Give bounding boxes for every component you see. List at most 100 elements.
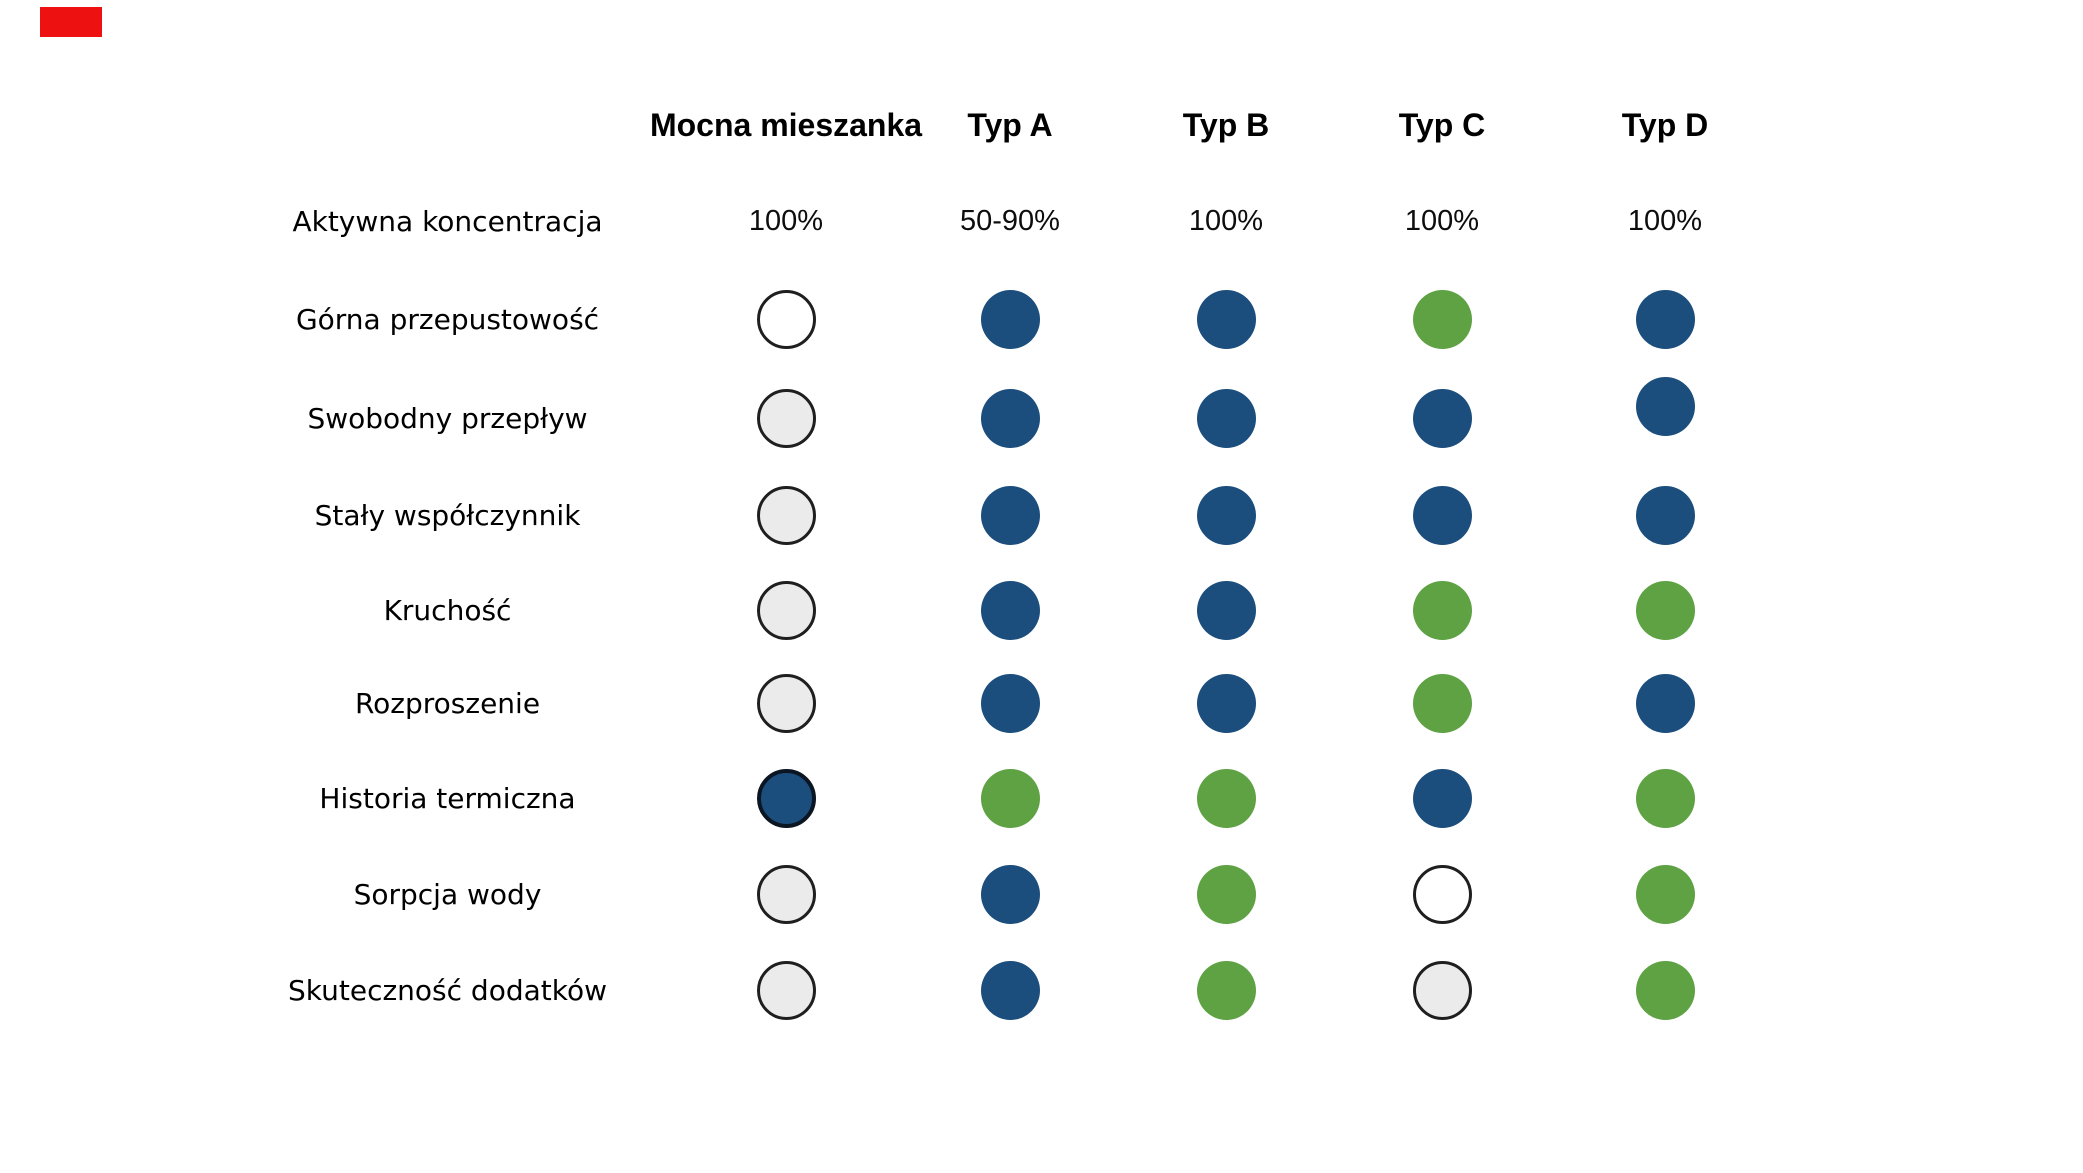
rating-dot-gray [756, 960, 816, 1020]
rating-dot-navy [1412, 486, 1472, 545]
dot-cell [1118, 750, 1334, 846]
value-cell: 100% [1550, 173, 1780, 270]
rating-dot-gray [756, 389, 816, 448]
column-header-label: Typ B [1182, 106, 1270, 143]
rating-dot-white [756, 290, 816, 349]
dot-cell [1334, 942, 1550, 1038]
rating-dot-navy [1635, 377, 1695, 436]
concentration-value: 100% [1404, 205, 1480, 237]
rating-dot-navy [1635, 486, 1695, 545]
dot-cell [670, 657, 902, 750]
concentration-value: 50-90% [960, 205, 1060, 237]
dot-cell [902, 750, 1118, 846]
dot-cell [902, 846, 1118, 942]
dot-cell [902, 942, 1118, 1038]
rating-dot-gray [756, 674, 816, 733]
rating-dot-navy [980, 580, 1040, 640]
dot-cell [902, 369, 1118, 468]
dot-cell [1118, 468, 1334, 563]
row-label-cell: Historia termiczna [225, 750, 670, 846]
dot-cell [902, 270, 1118, 369]
column-header: Mocna mieszanka [650, 77, 922, 173]
rating-dot-gray [1412, 960, 1472, 1020]
dot-cell [1118, 846, 1334, 942]
dot-cell [1334, 846, 1550, 942]
rating-dot-gray [756, 486, 816, 545]
column-header-label: Mocna mieszanka [649, 106, 923, 143]
dot-cell [1334, 563, 1550, 657]
dot-cell [1550, 563, 1780, 657]
row-label: Swobodny przepływ [307, 402, 588, 435]
dot-cell [670, 750, 902, 846]
rating-dot-navy [980, 960, 1040, 1020]
rating-dot-navy [980, 290, 1040, 349]
rating-dot-navy [1412, 768, 1472, 828]
concentration-value: 100% [1188, 205, 1264, 237]
row-label-cell: Swobodny przepływ [225, 369, 670, 468]
row-label-cell: Rozproszenie [225, 657, 670, 750]
row-label: Rozproszenie [354, 687, 541, 720]
matrix-grid: Mocna mieszanka Typ A Typ B Typ C Typ D Aktyw… [225, 77, 1780, 1038]
dot-cell [670, 846, 902, 942]
dot-cell [670, 942, 902, 1038]
rating-dot-green [1635, 768, 1695, 828]
dot-cell [670, 270, 902, 369]
dot-cell [1334, 750, 1550, 846]
rating-dot-white [1412, 864, 1472, 924]
dot-cell [1550, 369, 1780, 468]
rating-dot-green [1412, 290, 1472, 349]
rating-dot-navy [980, 389, 1040, 448]
rating-dot-navy [1196, 389, 1256, 448]
row-label: Kruchość [383, 593, 512, 627]
dot-cell [1118, 563, 1334, 657]
rating-dot-green [1196, 864, 1256, 924]
rating-dot-green [1412, 674, 1472, 733]
rating-dot-navy-outlined [756, 768, 816, 828]
row-label-cell: Górna przepustowość [225, 270, 670, 369]
red-rectangle-marker [40, 7, 102, 37]
row-label-cell: Sorpcja wody [225, 846, 670, 942]
dot-cell [670, 369, 902, 468]
value-cell: 100% [1118, 173, 1334, 270]
row-label: Stały współczynnik [314, 499, 581, 532]
dot-cell [902, 657, 1118, 750]
dot-cell [1334, 468, 1550, 563]
concentration-value: 100% [1627, 205, 1703, 237]
row-label: Aktywna koncentracja [292, 205, 603, 238]
row-label-cell: Stały współczynnik [225, 468, 670, 563]
rating-dot-navy [1196, 674, 1256, 733]
rating-dot-navy [1412, 389, 1472, 448]
dot-cell [1118, 657, 1334, 750]
dot-cell [1550, 846, 1780, 942]
dot-cell [670, 563, 902, 657]
column-header: Typ A [902, 77, 1118, 173]
value-cell: 100% [670, 173, 902, 270]
dot-cell [1550, 270, 1780, 369]
row-label-cell: Skuteczność dodatków [225, 942, 670, 1038]
rating-dot-gray [756, 580, 816, 640]
value-cell: 50-90% [902, 173, 1118, 270]
rating-dot-navy [1196, 486, 1256, 545]
value-cell: 100% [1334, 173, 1550, 270]
rating-dot-navy [1635, 290, 1695, 349]
rating-dot-green [1635, 580, 1695, 640]
row-label: Skuteczność dodatków [288, 973, 607, 1007]
rating-dot-green [1196, 768, 1256, 828]
dot-cell [670, 468, 902, 563]
row-label: Historia termiczna [319, 781, 576, 815]
row-label: Górna przepustowość [295, 303, 600, 336]
row-label-cell: Aktywna koncentracja [225, 173, 670, 270]
rating-dot-green [1635, 960, 1695, 1020]
rating-dot-navy [980, 864, 1040, 924]
row-label-cell: Kruchość [225, 563, 670, 657]
dot-cell [1118, 270, 1334, 369]
dot-cell [1550, 468, 1780, 563]
rating-dot-navy [980, 486, 1040, 545]
dot-cell [1118, 369, 1334, 468]
rating-dot-navy [1635, 674, 1695, 733]
rating-dot-navy [1196, 290, 1256, 349]
corner-cell [225, 77, 670, 173]
dot-cell [1334, 369, 1550, 468]
column-header-label: Typ D [1621, 106, 1709, 143]
column-header-label: Typ A [967, 106, 1053, 143]
